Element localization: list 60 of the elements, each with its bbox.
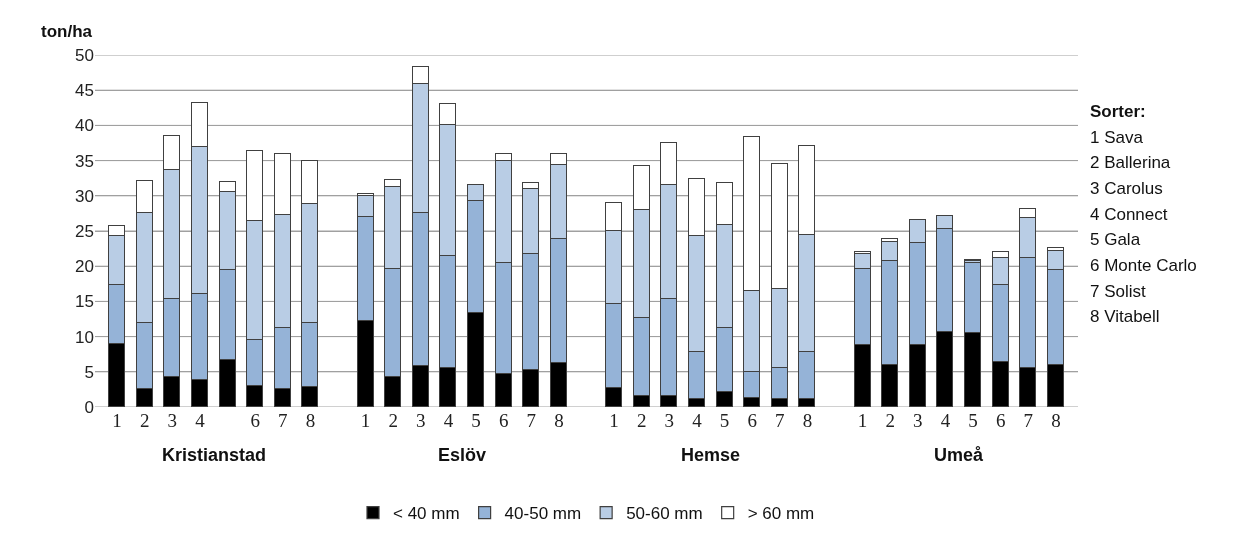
text: Sorter: xyxy=(1090,102,1146,121)
legend-label: < 40 mm xyxy=(393,504,460,524)
x-tick-label: 5 xyxy=(471,410,481,431)
text: Kristianstad xyxy=(162,445,267,465)
x-tick-label: 2 xyxy=(139,410,150,431)
y-tick-label: 0 xyxy=(84,397,94,417)
y-tick-label: 10 xyxy=(75,327,94,347)
x-tick-label: 6 xyxy=(747,410,757,431)
y-tick-label: 5 xyxy=(84,362,94,382)
x-tick-label: 6 xyxy=(250,410,260,431)
text: 3 Carolus xyxy=(1090,179,1163,198)
x-tick-label: 2 xyxy=(388,410,398,431)
y-tick-label: 45 xyxy=(75,81,94,101)
legend-label: > 60 mm xyxy=(747,504,815,524)
text: Umeå xyxy=(934,445,985,465)
text: 8 Vitabell xyxy=(1090,307,1160,326)
text: 6 Monte Carlo xyxy=(1090,256,1197,275)
text: Hemse xyxy=(681,445,741,465)
x-tick-label: 6 xyxy=(995,410,1006,431)
x-tick-label: 8 xyxy=(554,410,564,431)
x-tick-label: 5 xyxy=(968,410,978,431)
text: 7 Solist xyxy=(1090,282,1147,301)
x-tick-label: 3 xyxy=(167,410,178,431)
x-tick-label: 4 xyxy=(443,410,454,431)
x-tick-label: 7 xyxy=(278,410,288,431)
y-tick-label: 20 xyxy=(75,257,94,277)
x-tick-label: 1 xyxy=(609,410,619,431)
text: 4 Connect xyxy=(1090,205,1168,224)
y-tick-label: 50 xyxy=(75,45,94,65)
legend-label: 40-50 mm xyxy=(504,504,582,524)
text: 5 Gala xyxy=(1090,230,1141,249)
text: 2 Ballerina xyxy=(1090,153,1171,172)
text: Eslöv xyxy=(438,445,487,465)
x-tick-label: 8 xyxy=(802,410,813,431)
x-tick-label: 1 xyxy=(112,410,122,431)
x-tick-label: 7 xyxy=(526,410,537,431)
x-tick-label: 4 xyxy=(940,410,951,431)
y-tick-label: 25 xyxy=(75,221,94,241)
x-tick-label: 1 xyxy=(857,410,868,431)
x-tick-label: 7 xyxy=(1023,410,1034,431)
y-tick-label: 15 xyxy=(75,292,94,312)
y-tick-label: 35 xyxy=(75,151,94,171)
y-tick-label: 40 xyxy=(75,116,94,136)
x-tick-label: 3 xyxy=(913,410,923,431)
legend-label: 50-60 mm xyxy=(626,504,703,524)
x-tick-label: 8 xyxy=(305,410,316,431)
x-tick-label: 8 xyxy=(1051,410,1061,431)
x-tick-label: 2 xyxy=(885,410,895,431)
text: 1 Sava xyxy=(1090,128,1144,147)
x-tick-label: 3 xyxy=(416,410,426,431)
x-tick-label: 1 xyxy=(360,410,371,431)
x-tick-label: 6 xyxy=(498,410,509,431)
x-tick-label: 5 xyxy=(719,410,730,431)
y-axis-title: ton/ha xyxy=(41,22,93,41)
x-tick-label: 3 xyxy=(664,410,675,431)
x-tick-label: 2 xyxy=(636,410,647,431)
y-tick-label: 30 xyxy=(75,186,94,206)
x-tick-label: 7 xyxy=(775,410,785,431)
x-tick-label: 4 xyxy=(692,410,703,431)
x-tick-label: 4 xyxy=(195,410,206,431)
